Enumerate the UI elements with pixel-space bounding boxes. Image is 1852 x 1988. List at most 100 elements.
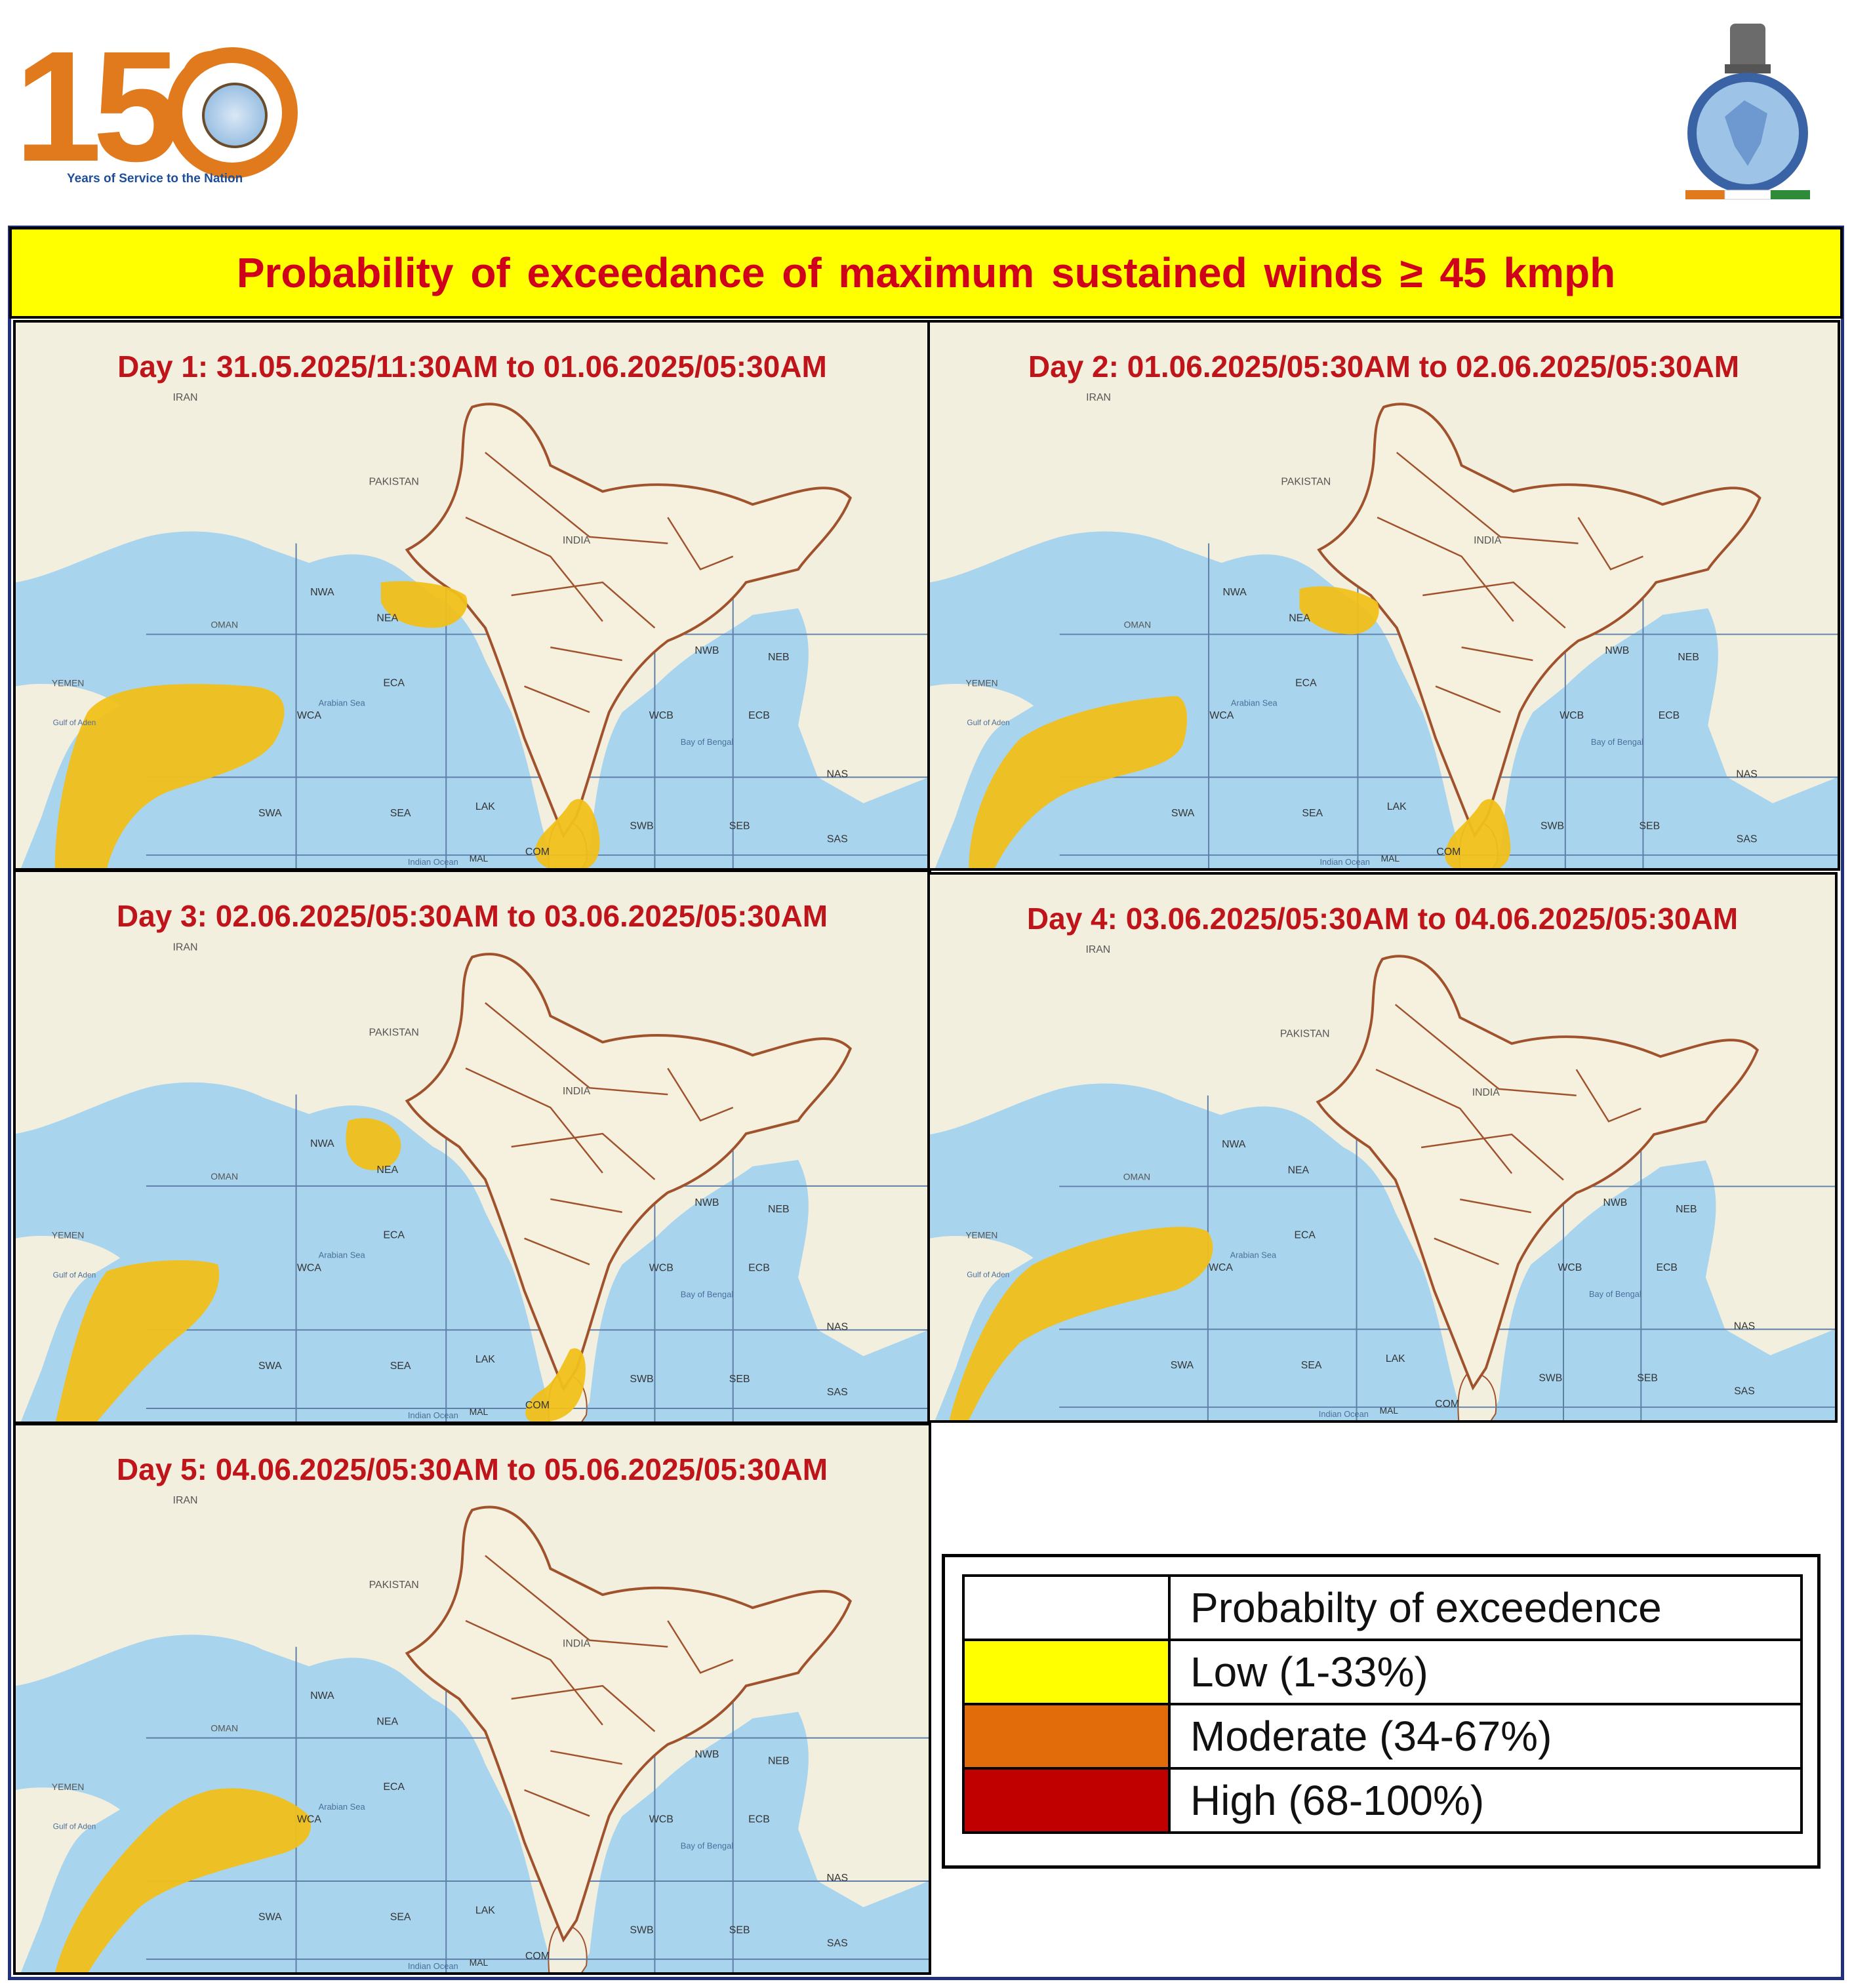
sea-zone-sas: SAS: [827, 833, 848, 845]
day-1-label: Day 1: 31.05.2025/11:30AM to 01.06.2025/…: [117, 349, 827, 384]
sea-zone-sea: SEA: [390, 808, 411, 819]
sea-zone-swa: SWA: [258, 808, 282, 819]
sea-zone-nwb: NWB: [694, 645, 719, 656]
state-border: [1420, 1133, 1564, 1181]
sea-zone-nea: NEA: [376, 1717, 398, 1728]
africa-coast: [930, 1236, 1034, 1420]
day-5-map-panel: IRAN PAKISTAN INDIA YEMEN OMAN Gulf of Aden NW…: [13, 1423, 931, 1975]
sea-zone-seb: SEB: [729, 1924, 750, 1936]
sea-zone-nas: NAS: [826, 1873, 848, 1884]
country-label-oman: OMAN: [211, 1171, 238, 1182]
country-label-pakistan: PAKISTAN: [1281, 477, 1331, 488]
state-border: [1460, 1199, 1531, 1214]
sea-zone-mal: MAL: [1381, 853, 1400, 864]
title-bar: Probability of exceedance of maximum sus…: [9, 227, 1843, 319]
sea-label-indian-ocean: Indian Ocean: [408, 1961, 458, 1971]
sea-zone-nea: NEA: [1289, 613, 1310, 624]
sea-label-gulf-of-aden: Gulf of Aden: [967, 1270, 1009, 1279]
day-2-map-panel: IRAN PAKISTAN INDIA YEMEN OMAN Gulf of Aden NW…: [927, 320, 1840, 871]
sea-label-arabian-sea: Arabian Sea: [1231, 698, 1278, 707]
country-label-iran: IRAN: [1086, 392, 1111, 403]
sea-zone-swb: SWB: [630, 1924, 653, 1936]
sea-zone-com: COM: [525, 1400, 550, 1411]
sea-zone-nas: NAS: [826, 768, 848, 780]
country-label-yemen: YEMEN: [965, 1230, 997, 1241]
legend-header-row: Probabilty of exceedence: [962, 1574, 1803, 1641]
day-1-map-panel: IRAN PAKISTAN INDIA YEMEN OMAN Gulf of Aden NW…: [13, 320, 931, 871]
sea-zone-nwb: NWB: [694, 1197, 719, 1208]
probability-area: [54, 684, 285, 868]
india-outline: [405, 1505, 853, 1943]
map-svg: IRAN PAKISTAN INDIA YEMEN OMAN Gulf of Aden NW…: [16, 872, 929, 1421]
sea-zone-mal: MAL: [470, 1406, 489, 1417]
sea-zone-ecb: ECB: [1657, 1262, 1678, 1273]
sea-zone-mal: MAL: [1380, 1405, 1399, 1416]
india-outline: [1317, 403, 1761, 839]
sea-zone-swb: SWB: [630, 821, 653, 832]
state-border: [1435, 685, 1501, 713]
legend-row-high: High (68-100%): [962, 1767, 1803, 1834]
legend-row-low: Low (1-33%): [962, 1639, 1803, 1705]
day-4-map-panel: IRAN PAKISTAN INDIA YEMEN OMAN Gulf of Aden NW…: [927, 872, 1838, 1423]
sea-label-gulf-of-aden: Gulf of Aden: [53, 1822, 96, 1831]
state-border: [524, 685, 590, 713]
sea-label-indian-ocean: Indian Ocean: [1319, 857, 1369, 867]
state-border: [1422, 581, 1566, 629]
sea-zone-com: COM: [525, 846, 550, 858]
country-label-oman: OMAN: [1123, 1171, 1150, 1182]
sea-zone-lak: LAK: [1387, 801, 1407, 812]
sea-zone-lak: LAK: [475, 801, 495, 812]
sea-area: [930, 531, 1838, 868]
state-border: [485, 452, 668, 544]
map-svg: IRAN PAKISTAN INDIA YEMEN OMAN Gulf of Aden NW…: [930, 875, 1835, 1420]
country-label-pakistan: PAKISTAN: [369, 1027, 419, 1038]
india-outline: [405, 953, 853, 1392]
probability-area: [1299, 586, 1379, 635]
sea-zone-nwb: NWB: [1605, 645, 1629, 656]
state-border: [524, 1237, 590, 1265]
imd-emblem-icon: [1679, 18, 1817, 202]
sea-zone-nwa: NWA: [310, 587, 334, 598]
sea-zone-seb: SEB: [1639, 821, 1660, 832]
probability-area: [1445, 799, 1511, 868]
day-5-label: Day 5: 04.06.2025/05:30AM to 05.06.2025/…: [116, 1452, 828, 1486]
sea-zone-nwa: NWA: [310, 1138, 334, 1149]
sea-zone-neb: NEB: [1676, 1204, 1697, 1215]
sea-zone-seb: SEB: [729, 1374, 750, 1385]
country-label-pakistan: PAKISTAN: [369, 477, 419, 488]
india-outline: [405, 403, 853, 839]
state-border: [1394, 1004, 1577, 1096]
state-border: [1396, 452, 1579, 544]
sea-zone-nwb: NWB: [694, 1749, 719, 1760]
state-border: [1434, 1237, 1499, 1265]
sea-zone-wcb: WCB: [649, 710, 674, 721]
sea-zone-eca: ECA: [1295, 678, 1317, 689]
sea-area: [930, 1083, 1835, 1420]
sea-zone-seb: SEB: [729, 821, 750, 832]
legend-label-low: Low (1-33%): [1168, 1639, 1803, 1705]
sea-zone-sea: SEA: [1302, 808, 1323, 819]
country-label-india: INDIA: [563, 1086, 591, 1097]
sri-lanka: [548, 1924, 588, 1972]
state-border: [465, 517, 603, 622]
country-label-pakistan: PAKISTAN: [369, 1580, 419, 1591]
sea-zone-com: COM: [525, 1951, 550, 1962]
sea-zone-sea: SEA: [390, 1361, 411, 1372]
sea-area: [16, 1082, 929, 1421]
country-label-yemen: YEMEN: [52, 1230, 84, 1241]
sea-zone-wcb: WCB: [649, 1263, 674, 1274]
sea-zone-nas: NAS: [1734, 1321, 1755, 1332]
probability-area: [949, 1227, 1213, 1420]
legend-table: Probabilty of exceedence Low (1-33%) Mod…: [962, 1574, 1803, 1834]
legend-swatch-high: [962, 1767, 1171, 1834]
imd-150-years-logo: 150 Years of Service to the Nation: [14, 28, 316, 191]
legend-label-moderate: Moderate (34-67%): [1168, 1703, 1803, 1770]
sea-label-arabian-sea: Arabian Sea: [1230, 1250, 1277, 1260]
sea-zone-wca: WCA: [297, 1263, 321, 1274]
state-border: [1575, 1069, 1641, 1123]
probability-area: [380, 581, 468, 628]
sea-zone-seb: SEB: [1637, 1373, 1658, 1384]
sea-zone-swa: SWA: [1171, 808, 1195, 819]
logo-ring-icon: [167, 47, 298, 178]
probability-area: [969, 696, 1188, 868]
